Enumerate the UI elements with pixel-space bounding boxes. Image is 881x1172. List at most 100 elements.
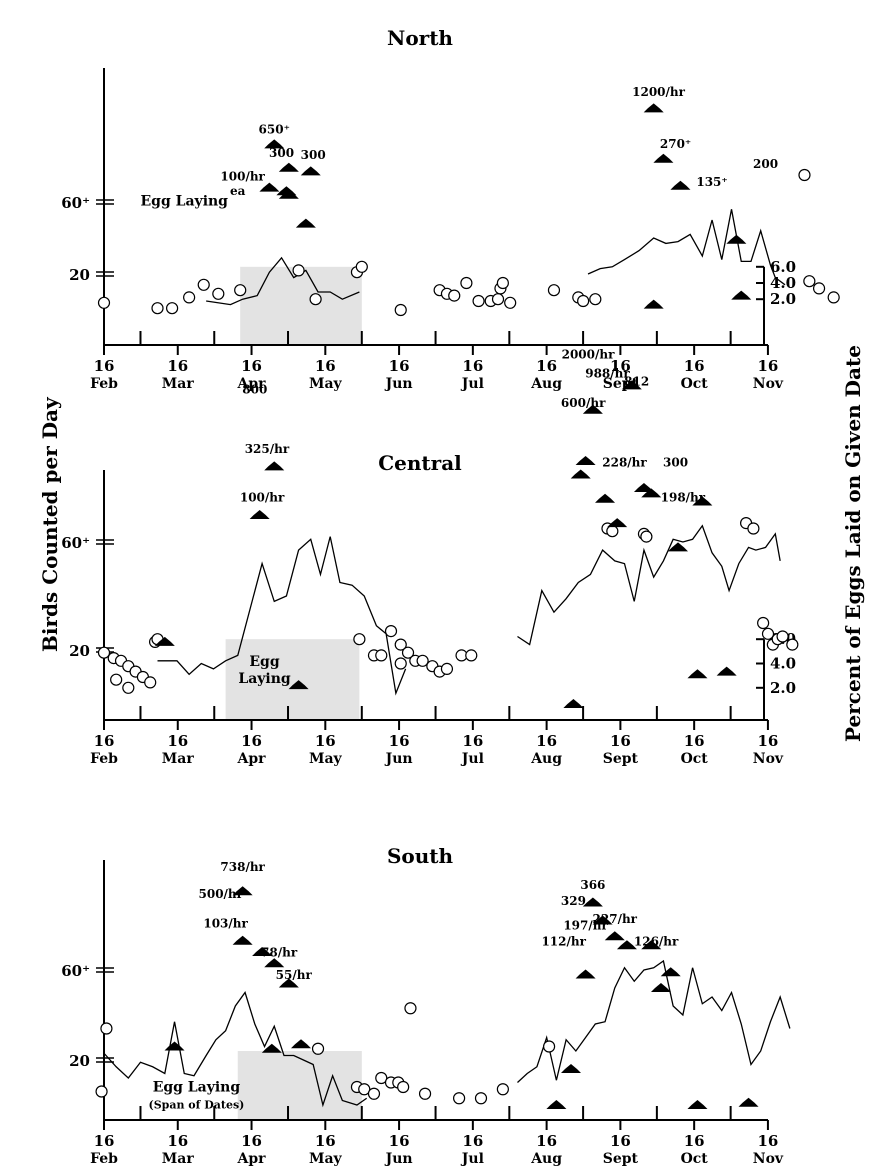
count-annotation: 135⁺ bbox=[696, 175, 727, 189]
x-tick-day: 16 bbox=[684, 357, 705, 375]
flight-marker bbox=[295, 218, 316, 228]
count-annotation: 300 bbox=[269, 146, 294, 160]
flight-marker bbox=[670, 180, 691, 190]
count-line bbox=[517, 524, 781, 646]
right-y-axis-title: Percent of Eggs Laid on Given Date bbox=[841, 345, 865, 742]
flight-marker bbox=[164, 1041, 185, 1051]
x-tick-month: Sept bbox=[603, 1151, 639, 1167]
count-point bbox=[786, 638, 799, 651]
flight-marker bbox=[668, 542, 689, 552]
count-annotation: 270⁺ bbox=[660, 137, 691, 151]
flight-marker bbox=[643, 103, 664, 113]
count-annotation: 300 bbox=[663, 455, 688, 469]
flight-marker bbox=[653, 153, 674, 163]
x-tick-day: 16 bbox=[684, 732, 705, 750]
count-annotation: 78/hr bbox=[261, 946, 298, 960]
count-point bbox=[577, 294, 590, 308]
count-point bbox=[384, 624, 398, 638]
flight-marker bbox=[641, 940, 662, 950]
count-point bbox=[144, 676, 157, 689]
count-point bbox=[95, 1085, 108, 1098]
x-tick-month: Nov bbox=[753, 751, 784, 767]
x-tick-month: Oct bbox=[681, 376, 709, 392]
egg-laying-label: Egg Laying bbox=[141, 194, 229, 210]
count-point bbox=[151, 302, 164, 315]
flight-marker bbox=[264, 139, 285, 149]
count-line bbox=[103, 991, 368, 1108]
count-point bbox=[183, 291, 196, 304]
flight-marker bbox=[278, 189, 299, 199]
count-point bbox=[397, 1080, 410, 1094]
x-tick-day: 16 bbox=[94, 732, 115, 750]
flight-marker bbox=[633, 483, 654, 492]
x-tick-month: Aug bbox=[530, 751, 562, 767]
count-point bbox=[542, 1040, 556, 1053]
count-point bbox=[496, 276, 509, 290]
x-tick-month: Mar bbox=[162, 751, 195, 767]
count-point bbox=[166, 302, 179, 315]
count-annotation: 500/hr bbox=[199, 887, 244, 901]
count-point bbox=[547, 284, 561, 297]
count-annotation: 325/hr bbox=[245, 442, 290, 456]
x-tick-day: 16 bbox=[610, 732, 631, 750]
panel-north: North16Feb16Mar16Apr16May16Jun16Jul16Aug… bbox=[61, 26, 840, 392]
flight-marker bbox=[582, 404, 603, 414]
flight-marker bbox=[300, 166, 321, 176]
count-point bbox=[453, 1092, 466, 1105]
count-point bbox=[491, 293, 505, 306]
count-point bbox=[367, 1087, 381, 1100]
x-tick-day: 16 bbox=[315, 1132, 336, 1150]
flight-marker bbox=[687, 1100, 708, 1109]
flight-marker bbox=[650, 983, 671, 992]
x-tick-day: 16 bbox=[536, 357, 557, 375]
flight-marker bbox=[726, 234, 747, 244]
count-point bbox=[404, 1002, 417, 1015]
y-tick-label: 60⁺ bbox=[61, 534, 90, 552]
flight-marker bbox=[592, 915, 613, 925]
flight-marker bbox=[264, 461, 285, 471]
panel-title: Central bbox=[378, 451, 462, 475]
count-line bbox=[587, 209, 786, 286]
count-point bbox=[110, 673, 123, 686]
panel-title: South bbox=[387, 844, 454, 868]
flight-marker bbox=[278, 162, 299, 172]
x-tick-day: 16 bbox=[462, 1132, 483, 1150]
x-tick-day: 16 bbox=[684, 1132, 705, 1150]
count-point bbox=[394, 638, 407, 651]
flight-marker bbox=[570, 469, 591, 479]
x-tick-month: Feb bbox=[90, 751, 118, 767]
x-tick-day: 16 bbox=[610, 357, 631, 375]
count-point bbox=[798, 168, 811, 182]
x-tick-month: Apr bbox=[237, 751, 267, 767]
x-tick-month: Jun bbox=[384, 751, 413, 767]
count-annotation: 650⁺ bbox=[259, 123, 290, 137]
egg-laying-sublabel: Laying bbox=[238, 671, 291, 687]
count-annotation: 227/hr bbox=[593, 912, 638, 926]
count-point bbox=[496, 1083, 509, 1096]
count-point bbox=[416, 654, 429, 667]
flight-marker bbox=[546, 1100, 567, 1109]
x-tick-month: Mar bbox=[162, 1151, 195, 1167]
x-tick-day: 16 bbox=[241, 732, 262, 750]
x-tick-month: Aug bbox=[530, 376, 562, 392]
count-point bbox=[394, 303, 407, 317]
count-annotation: 55/hr bbox=[276, 968, 313, 982]
count-annotation: 200 bbox=[753, 157, 778, 171]
x-tick-day: 16 bbox=[241, 357, 262, 375]
flight-marker bbox=[288, 680, 309, 690]
count-point bbox=[474, 1092, 488, 1105]
count-annotation: 738/hr bbox=[220, 860, 265, 874]
x-tick-day: 16 bbox=[757, 1132, 778, 1150]
x-tick-day: 16 bbox=[167, 357, 188, 375]
flight-marker bbox=[560, 1064, 581, 1073]
egg-laying-label: Egg Laying bbox=[153, 1080, 241, 1096]
y-tick-label: 60⁺ bbox=[61, 194, 90, 212]
count-point bbox=[292, 264, 305, 277]
egg-laying-span bbox=[240, 266, 362, 345]
count-point bbox=[640, 530, 653, 543]
count-line bbox=[157, 536, 407, 696]
flight-marker bbox=[582, 897, 603, 907]
count-point bbox=[375, 1071, 388, 1085]
count-point bbox=[589, 293, 602, 306]
count-annotation: 800 bbox=[242, 383, 267, 397]
